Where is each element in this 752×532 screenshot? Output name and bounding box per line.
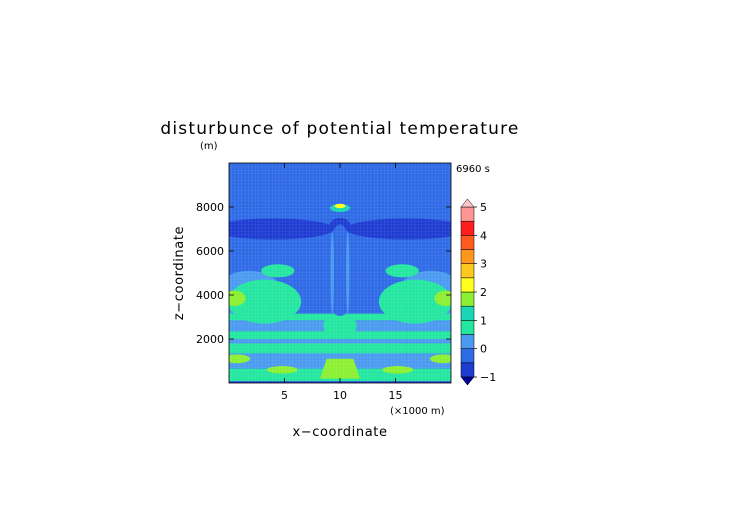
colorbar-segment-5 (460, 291, 475, 307)
y-unit-label: (m) (200, 141, 218, 152)
colorbar-segment-7 (460, 263, 475, 279)
x-unit-label: (×1000 m) (390, 406, 445, 417)
colorbar: −1 0 1 2 3 4 5 (460, 198, 496, 386)
y-tick-label-2: 6000 (196, 245, 224, 258)
x-axis-label: x−coordinate (292, 425, 387, 440)
time-label: 6960 s (456, 164, 490, 175)
colorbar-over-triangle (460, 198, 475, 208)
y-tick-label-1: 4000 (196, 289, 224, 302)
x-tick-label-0: 5 (281, 389, 288, 402)
y-tick-label-0: 2000 (196, 333, 224, 346)
colorbar-tick-label-4: 3 (480, 258, 487, 271)
x-tick-label-2: 15 (389, 389, 403, 402)
x-tick-label-1: 10 (333, 389, 347, 402)
colorbar-segment-11 (460, 206, 475, 222)
colorbar-tick-label-2: 1 (480, 314, 487, 327)
model-grid (229, 163, 451, 383)
colorbar-segment-4 (460, 305, 475, 321)
colorbar-under-triangle (460, 376, 475, 386)
colorbar-segment-0 (460, 362, 475, 378)
colorbar-segment-3 (460, 320, 475, 335)
colorbar-tick-label-5: 4 (480, 229, 487, 242)
colorbar-segment-2 (460, 334, 475, 349)
chart-title: disturbunce of potential temperature (160, 119, 519, 139)
y-tick-label-3: 8000 (196, 201, 224, 214)
colorbar-tick-label-3: 2 (480, 286, 487, 299)
colorbar-segment-8 (460, 249, 475, 264)
colorbar-tick-label-1: 0 (480, 343, 487, 356)
colorbar-tick-label-6: 5 (480, 201, 487, 214)
colorbar-tick-label-0: −1 (480, 371, 496, 384)
y-axis-label: z−coordinate (172, 226, 187, 320)
colorbar-segment-1 (460, 348, 475, 364)
colorbar-segment-10 (460, 220, 475, 236)
colorbar-segment-9 (460, 235, 475, 250)
colorbar-segment-6 (460, 277, 475, 293)
